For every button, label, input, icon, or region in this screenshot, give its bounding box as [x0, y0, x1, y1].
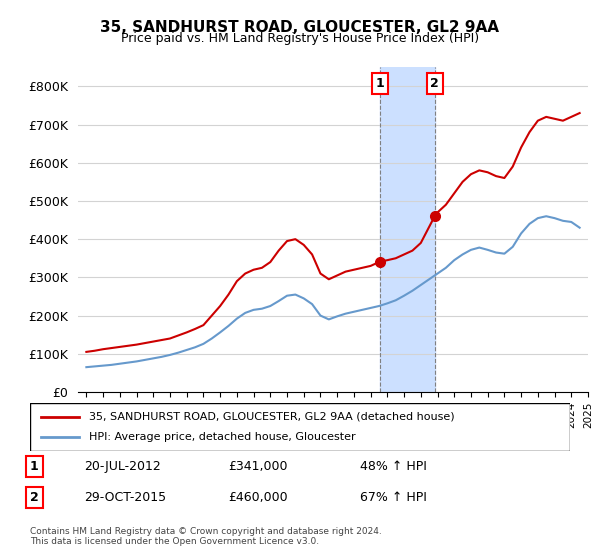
- Text: 35, SANDHURST ROAD, GLOUCESTER, GL2 9AA (detached house): 35, SANDHURST ROAD, GLOUCESTER, GL2 9AA …: [89, 412, 455, 422]
- Text: £341,000: £341,000: [228, 460, 287, 473]
- Bar: [380, 67, 434, 392]
- Text: Contains HM Land Registry data © Crown copyright and database right 2024.
This d: Contains HM Land Registry data © Crown c…: [30, 526, 382, 546]
- Text: Price paid vs. HM Land Registry's House Price Index (HPI): Price paid vs. HM Land Registry's House …: [121, 32, 479, 45]
- Text: 20-JUL-2012: 20-JUL-2012: [84, 460, 161, 473]
- Text: 1: 1: [30, 460, 39, 473]
- Text: HPI: Average price, detached house, Gloucester: HPI: Average price, detached house, Glou…: [89, 432, 356, 442]
- Text: 2: 2: [30, 491, 39, 504]
- Text: 35, SANDHURST ROAD, GLOUCESTER, GL2 9AA: 35, SANDHURST ROAD, GLOUCESTER, GL2 9AA: [101, 20, 499, 35]
- Text: 67% ↑ HPI: 67% ↑ HPI: [360, 491, 427, 504]
- Text: 2: 2: [430, 77, 439, 90]
- Text: £460,000: £460,000: [228, 491, 287, 504]
- FancyBboxPatch shape: [30, 403, 570, 451]
- Text: 29-OCT-2015: 29-OCT-2015: [84, 491, 166, 504]
- Text: 48% ↑ HPI: 48% ↑ HPI: [360, 460, 427, 473]
- Text: 1: 1: [376, 77, 384, 90]
